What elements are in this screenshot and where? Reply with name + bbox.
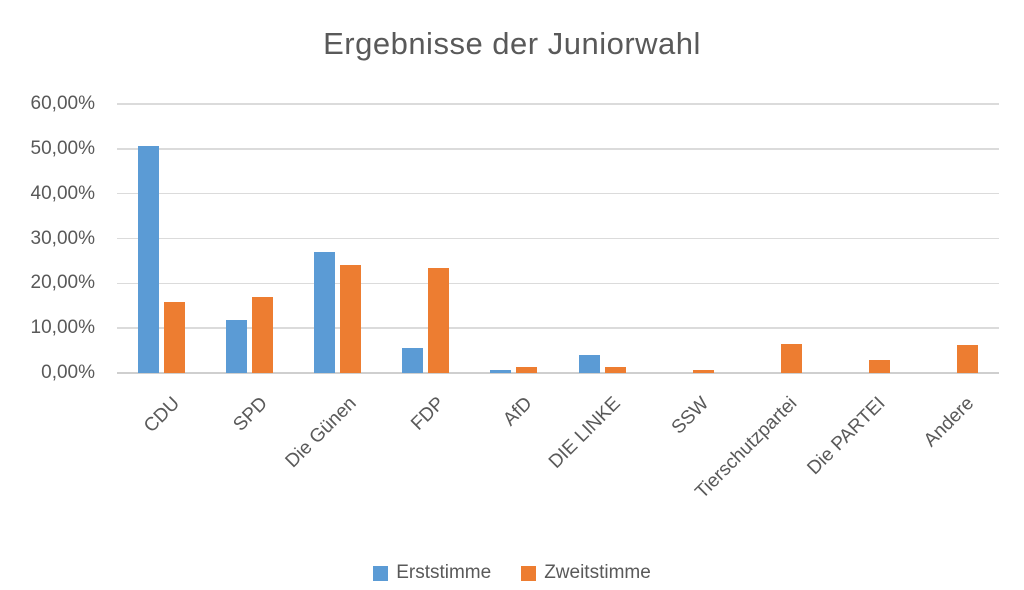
x-axis-tick-label: AfD <box>499 393 537 431</box>
y-axis-tick-label: 10,00% <box>30 317 95 339</box>
gridline <box>117 103 999 105</box>
y-axis-tick-label: 0,00% <box>41 362 95 383</box>
bar-zweitstimme-die-partei <box>869 359 891 373</box>
y-axis-tick-label: 30,00% <box>30 227 95 249</box>
legend-item-erststimme: Erststimme <box>373 562 491 584</box>
x-axis-tick-label: SPD <box>229 393 273 436</box>
x-axis-tick-label: Andere <box>919 393 978 452</box>
bar-zweitstimme-spd <box>251 297 273 373</box>
x-axis-tick-label: FDP <box>406 393 449 435</box>
legend-label-erststimme: Erststimme <box>396 562 492 583</box>
x-axis-tick-label: Die Günen <box>281 393 361 473</box>
gridline <box>117 282 999 285</box>
bar-erststimme-cdu <box>137 146 159 373</box>
y-axis-tick-label: 50,00% <box>30 137 95 159</box>
x-axis-tick-label: SSW <box>667 393 714 439</box>
gridline <box>117 237 999 240</box>
gridline <box>117 148 999 150</box>
bar-zweitstimme-die-günen <box>340 264 361 373</box>
y-axis-tick-label: 20,00% <box>30 272 95 294</box>
bar-erststimme-afd <box>490 369 512 373</box>
bar-erststimme-spd <box>225 319 247 373</box>
bar-erststimme-die-linke <box>578 354 600 373</box>
bar-zweitstimme-die-linke <box>604 367 626 373</box>
gridline <box>117 192 999 195</box>
bar-zweitstimme-fdp <box>428 267 450 373</box>
legend-swatch-erststimme <box>373 565 389 581</box>
bar-zweitstimme-ssw <box>692 370 714 373</box>
bar-zweitstimme-afd <box>516 367 538 373</box>
legend-swatch-zweitstimme <box>521 565 537 581</box>
legend: Erststimme Zweitstimme <box>0 562 1024 584</box>
x-axis-tick-label: Die PARTEI <box>803 393 890 480</box>
x-axis-line <box>117 372 999 374</box>
bar-erststimme-die-günen <box>314 251 335 373</box>
chart-title: Ergebnisse der Juniorwahl <box>323 26 701 61</box>
bar-zweitstimme-andere <box>957 344 979 373</box>
y-axis-tick-label: 60,00% <box>30 93 95 114</box>
bar-erststimme-fdp <box>402 348 424 373</box>
y-axis-tick-label: 40,00% <box>30 182 95 204</box>
legend-label-zweitstimme: Zweitstimme <box>544 562 651 583</box>
x-axis-tick-label: DIE LINKE <box>545 393 625 473</box>
bar-zweitstimme-tierschutzpartei <box>781 344 802 373</box>
x-axis-tick-label: CDU <box>139 393 184 437</box>
gridline <box>117 327 999 329</box>
legend-item-zweitstimme: Zweitstimme <box>521 562 651 584</box>
bar-zweitstimme-cdu <box>163 302 185 373</box>
